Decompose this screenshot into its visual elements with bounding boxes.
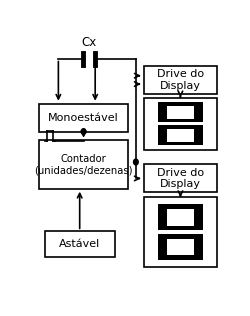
Circle shape bbox=[134, 159, 138, 165]
Text: Drive do
Display: Drive do Display bbox=[157, 69, 204, 91]
Bar bbox=[45, 231, 114, 257]
Bar bbox=[167, 106, 194, 119]
Text: Astável: Astável bbox=[59, 239, 100, 249]
Bar bbox=[158, 204, 203, 260]
Bar bbox=[144, 66, 217, 94]
Bar bbox=[144, 98, 217, 150]
Text: Cx: Cx bbox=[82, 36, 97, 49]
Text: Contador
(unidades/dezenas): Contador (unidades/dezenas) bbox=[34, 154, 133, 175]
Circle shape bbox=[81, 129, 86, 135]
Bar bbox=[158, 102, 203, 145]
Text: Drive do
Display: Drive do Display bbox=[157, 167, 204, 189]
Bar bbox=[144, 164, 217, 192]
Bar bbox=[158, 230, 203, 234]
Bar bbox=[39, 104, 128, 131]
Bar bbox=[167, 239, 194, 255]
Text: Monoestável: Monoestável bbox=[48, 112, 119, 123]
Bar bbox=[158, 122, 203, 125]
Bar bbox=[39, 140, 128, 189]
Bar bbox=[167, 210, 194, 226]
Bar bbox=[144, 197, 217, 267]
Bar bbox=[167, 129, 194, 142]
